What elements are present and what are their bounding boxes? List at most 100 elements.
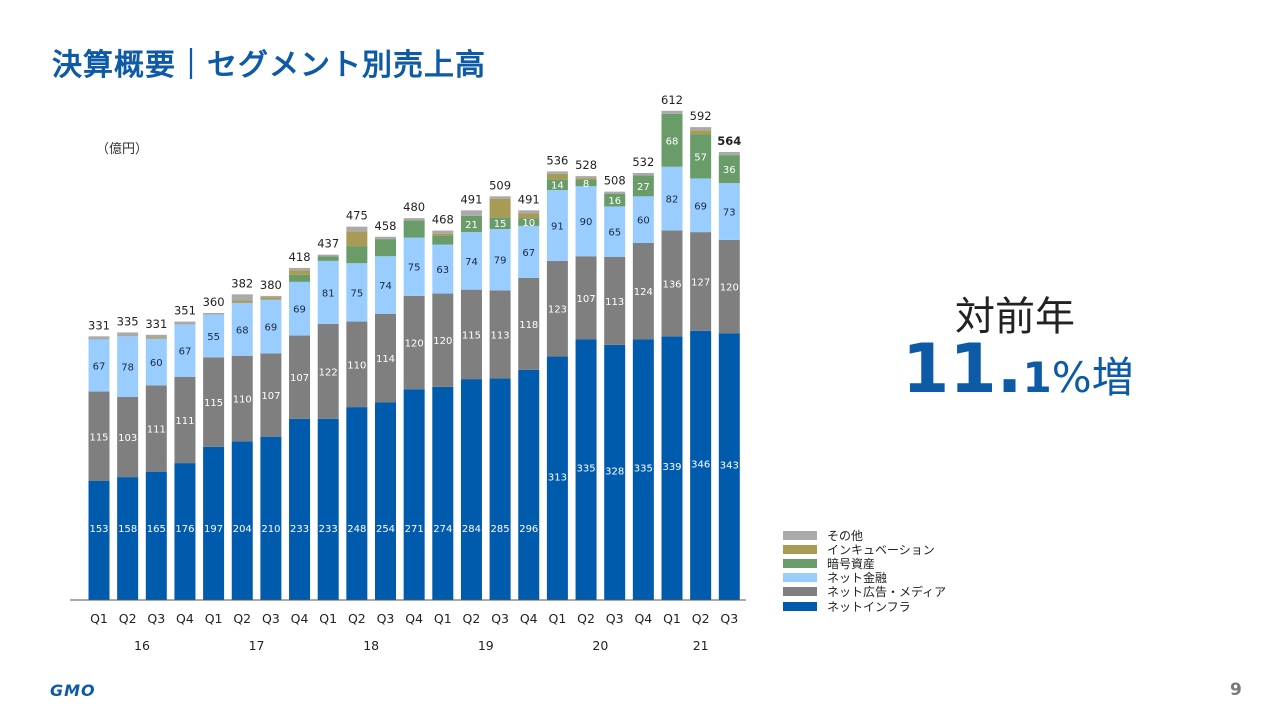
- data-label: 36: [723, 165, 736, 176]
- x-tick-label: Q2: [577, 611, 595, 626]
- data-label: 55: [207, 332, 220, 343]
- bar-segment: [604, 191, 626, 194]
- bar-segment: [632, 196, 654, 243]
- legend-item: ネットインフラ: [783, 599, 946, 614]
- data-label: 90: [580, 217, 593, 228]
- x-tick-label: Q1: [205, 611, 223, 626]
- data-label: 233: [319, 524, 338, 535]
- data-label: 115: [204, 398, 223, 409]
- bar-segment: [231, 294, 253, 301]
- legend-item: 暗号資産: [783, 556, 946, 571]
- total-label: 458: [375, 219, 397, 233]
- x-tick-label: Q3: [720, 611, 738, 626]
- data-label: 124: [634, 287, 653, 298]
- data-label: 122: [319, 367, 338, 378]
- legend-swatch: [783, 573, 817, 583]
- yoy-value-dec: 1: [1022, 353, 1052, 402]
- total-label: 508: [604, 174, 626, 188]
- bar-segment: [460, 215, 482, 233]
- total-label: 331: [145, 317, 167, 331]
- legend-item: ネット広告・メディア: [783, 585, 946, 599]
- bar-segment: [690, 330, 712, 600]
- data-label: 113: [605, 297, 624, 308]
- bar-segment: [489, 229, 511, 291]
- bar-segment: [575, 180, 597, 187]
- data-label: 68: [666, 136, 679, 147]
- data-label: 57: [694, 152, 707, 163]
- data-label: 69: [694, 201, 707, 212]
- legend-swatch: [783, 601, 817, 611]
- data-label: 16: [608, 196, 621, 207]
- bar-segment: [203, 357, 225, 447]
- bar-segment: [346, 263, 368, 322]
- year-label: 19: [478, 638, 494, 653]
- data-label: 81: [322, 288, 335, 299]
- x-tick-label: Q2: [233, 611, 251, 626]
- stacked-bar-chart: 15311567331Q115810378335Q216511160331Q31…: [70, 93, 746, 653]
- data-label: 210: [261, 524, 280, 535]
- bar-segment: [661, 110, 683, 114]
- data-label: 74: [379, 281, 392, 292]
- data-label: 67: [522, 248, 535, 259]
- total-label: 480: [403, 200, 425, 214]
- data-label: 110: [347, 360, 366, 371]
- bar-segment: [432, 236, 454, 245]
- page-number: 9: [1230, 680, 1242, 700]
- bar-segment: [575, 176, 597, 179]
- data-label: 111: [175, 416, 194, 427]
- data-label: 120: [433, 336, 452, 347]
- data-label: 313: [548, 472, 567, 483]
- bar-segment: [632, 243, 654, 340]
- data-label: 111: [147, 425, 166, 436]
- bar-segment: [489, 196, 511, 199]
- bar-segment: [518, 210, 540, 214]
- bar-segment: [403, 389, 425, 600]
- bar-segment: [317, 418, 339, 600]
- x-tick-label: Q4: [291, 611, 309, 626]
- bar-segment: [317, 256, 339, 261]
- bar-segment: [289, 270, 311, 275]
- total-label: 468: [432, 213, 454, 227]
- data-label: 284: [462, 524, 481, 535]
- data-label: 63: [436, 265, 449, 276]
- data-label: 15: [494, 219, 507, 230]
- data-label: 343: [720, 461, 739, 472]
- data-label: 110: [233, 395, 252, 406]
- total-label: 491: [460, 192, 482, 206]
- bar-segment: [145, 471, 167, 600]
- bar-segment: [661, 230, 683, 337]
- legend-item: その他: [783, 528, 946, 543]
- bar-segment: [117, 397, 139, 478]
- bar-segment: [432, 230, 454, 234]
- bar-segment: [518, 369, 540, 600]
- data-label: 79: [494, 256, 507, 267]
- data-label: 233: [290, 524, 309, 535]
- x-tick-label: Q1: [549, 611, 567, 626]
- year-label: 20: [592, 638, 608, 653]
- bar-segment: [403, 237, 425, 296]
- total-label: 382: [231, 276, 253, 290]
- x-tick-label: Q1: [90, 611, 108, 626]
- bar-segment: [231, 302, 253, 356]
- data-label: 254: [376, 524, 395, 535]
- bar-segment: [632, 175, 654, 197]
- bar-segment: [604, 344, 626, 600]
- bar-segment: [145, 338, 167, 386]
- year-label: 16: [134, 638, 150, 653]
- bar-segment: [231, 441, 253, 600]
- data-label: 285: [491, 524, 510, 535]
- total-label: 528: [575, 158, 597, 172]
- bar-segment: [489, 290, 511, 379]
- total-label: 380: [260, 278, 282, 292]
- bar-segment: [518, 225, 540, 278]
- total-label: 491: [518, 192, 540, 206]
- bar-segment: [518, 213, 540, 219]
- bar-segment: [575, 339, 597, 600]
- legend-swatch: [783, 530, 817, 540]
- data-label: 91: [551, 222, 564, 233]
- data-label: 346: [691, 459, 710, 470]
- bar-segment: [317, 260, 339, 324]
- data-label: 328: [605, 466, 624, 477]
- total-label: 475: [346, 209, 368, 223]
- data-label: 271: [405, 524, 424, 535]
